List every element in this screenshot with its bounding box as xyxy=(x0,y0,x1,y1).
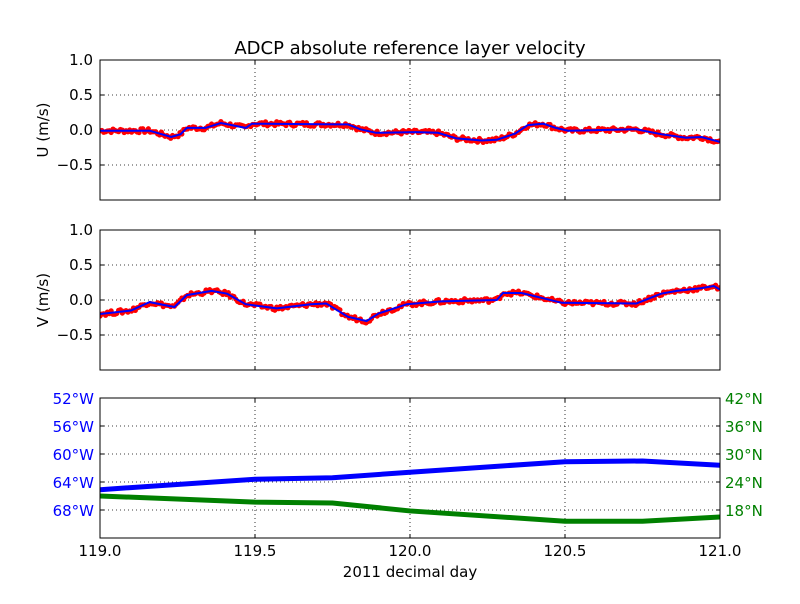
chart-title: ADCP absolute reference layer velocity xyxy=(234,38,586,59)
axes-frame xyxy=(99,59,721,201)
axes-panel-1: 1.0 0.5 0.0 −0.5 U (m/s) xyxy=(34,51,721,201)
latitude-series-line xyxy=(100,493,720,524)
y-tick-label-right: 18°N xyxy=(725,502,763,520)
y-tick-label-left: 68°W xyxy=(53,502,95,520)
y-tick-label-left: 64°W xyxy=(53,474,95,492)
y-tick-label-right: 24°N xyxy=(725,474,763,492)
x-tick-label: 120.5 xyxy=(544,542,587,560)
y-tick-label: 0.0 xyxy=(69,121,93,139)
y-tick-label: 0.0 xyxy=(69,291,93,309)
y-tick-label-left: 56°W xyxy=(53,418,95,436)
y-tick-label: −0.5 xyxy=(57,326,93,344)
smoothed-series-line xyxy=(100,284,720,323)
y-axis-label: V (m/s) xyxy=(34,273,52,327)
axes-frame xyxy=(99,397,721,539)
axes-frame xyxy=(99,229,721,371)
y-tick-label: 1.0 xyxy=(69,221,93,239)
x-tick-label: 121.0 xyxy=(699,542,742,560)
y-tick-label: 0.5 xyxy=(69,256,93,274)
y-tick-label: 1.0 xyxy=(69,51,93,69)
smoothed-series-line xyxy=(100,121,720,143)
x-tick-label: 120.0 xyxy=(389,542,432,560)
y-tick-label-right: 30°N xyxy=(725,446,763,464)
longitude-series-line xyxy=(100,458,720,493)
y-axis-label: U (m/s) xyxy=(34,103,52,158)
axes-panel-3: 52°W 56°W 60°W 64°W 68°W 42°N 36°N 30°N 24°N 18°N… xyxy=(53,390,763,560)
x-tick-label: 119.5 xyxy=(234,542,277,560)
axes-panel-2: 1.0 0.5 0.0 −0.5 V (m/s) xyxy=(34,221,721,371)
y-tick-label-left: 52°W xyxy=(53,390,95,408)
y-tick-label-right: 36°N xyxy=(725,418,763,436)
y-tick-label: −0.5 xyxy=(57,156,93,174)
x-tick-label: 119.0 xyxy=(79,542,122,560)
y-tick-label-right: 42°N xyxy=(725,390,763,408)
y-tick-label-left: 60°W xyxy=(53,446,95,464)
x-axis-label: 2011 decimal day xyxy=(343,563,478,581)
y-tick-label: 0.5 xyxy=(69,86,93,104)
